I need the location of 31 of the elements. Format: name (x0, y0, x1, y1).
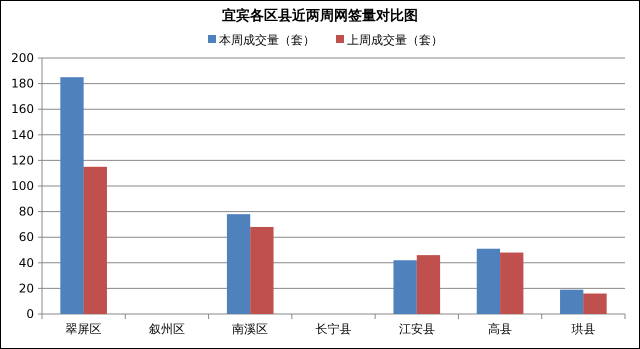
y-tick-label: 180 (11, 76, 34, 91)
x-tick-label: 长宁县 (316, 322, 352, 336)
legend-label: 本周成交量（套） (219, 33, 315, 47)
x-tick-label: 江安县 (398, 322, 435, 336)
y-tick-label: 160 (11, 102, 34, 116)
bar (476, 248, 500, 314)
bar (416, 255, 440, 314)
y-tick-label: 200 (11, 51, 34, 65)
bar (500, 252, 524, 314)
bar (226, 214, 250, 314)
x-tick-label: 翠屏区 (66, 322, 102, 336)
x-tick-label: 叙州区 (148, 322, 185, 336)
chart-title: 宜宾各区县近两周网签量对比图 (222, 7, 418, 24)
x-tick-label: 南溪区 (232, 322, 268, 336)
bar (84, 166, 107, 314)
legend-label: 上周成交量（套） (347, 33, 443, 47)
y-tick-label: 80 (18, 204, 34, 219)
bar (60, 77, 84, 314)
y-tick-label: 140 (11, 128, 34, 142)
x-tick-label: 珙县 (571, 322, 596, 336)
y-tick-label: 40 (18, 256, 34, 270)
y-tick-label: 60 (18, 230, 34, 244)
bar (583, 294, 607, 314)
y-tick-label: 120 (11, 153, 34, 168)
y-tick-label: 0 (26, 307, 34, 321)
y-tick-label: 100 (11, 179, 34, 193)
y-tick-label: 20 (18, 281, 34, 296)
bar (250, 226, 274, 314)
bar (560, 290, 584, 314)
x-tick-label: 高县 (488, 322, 512, 336)
bar (393, 260, 417, 314)
